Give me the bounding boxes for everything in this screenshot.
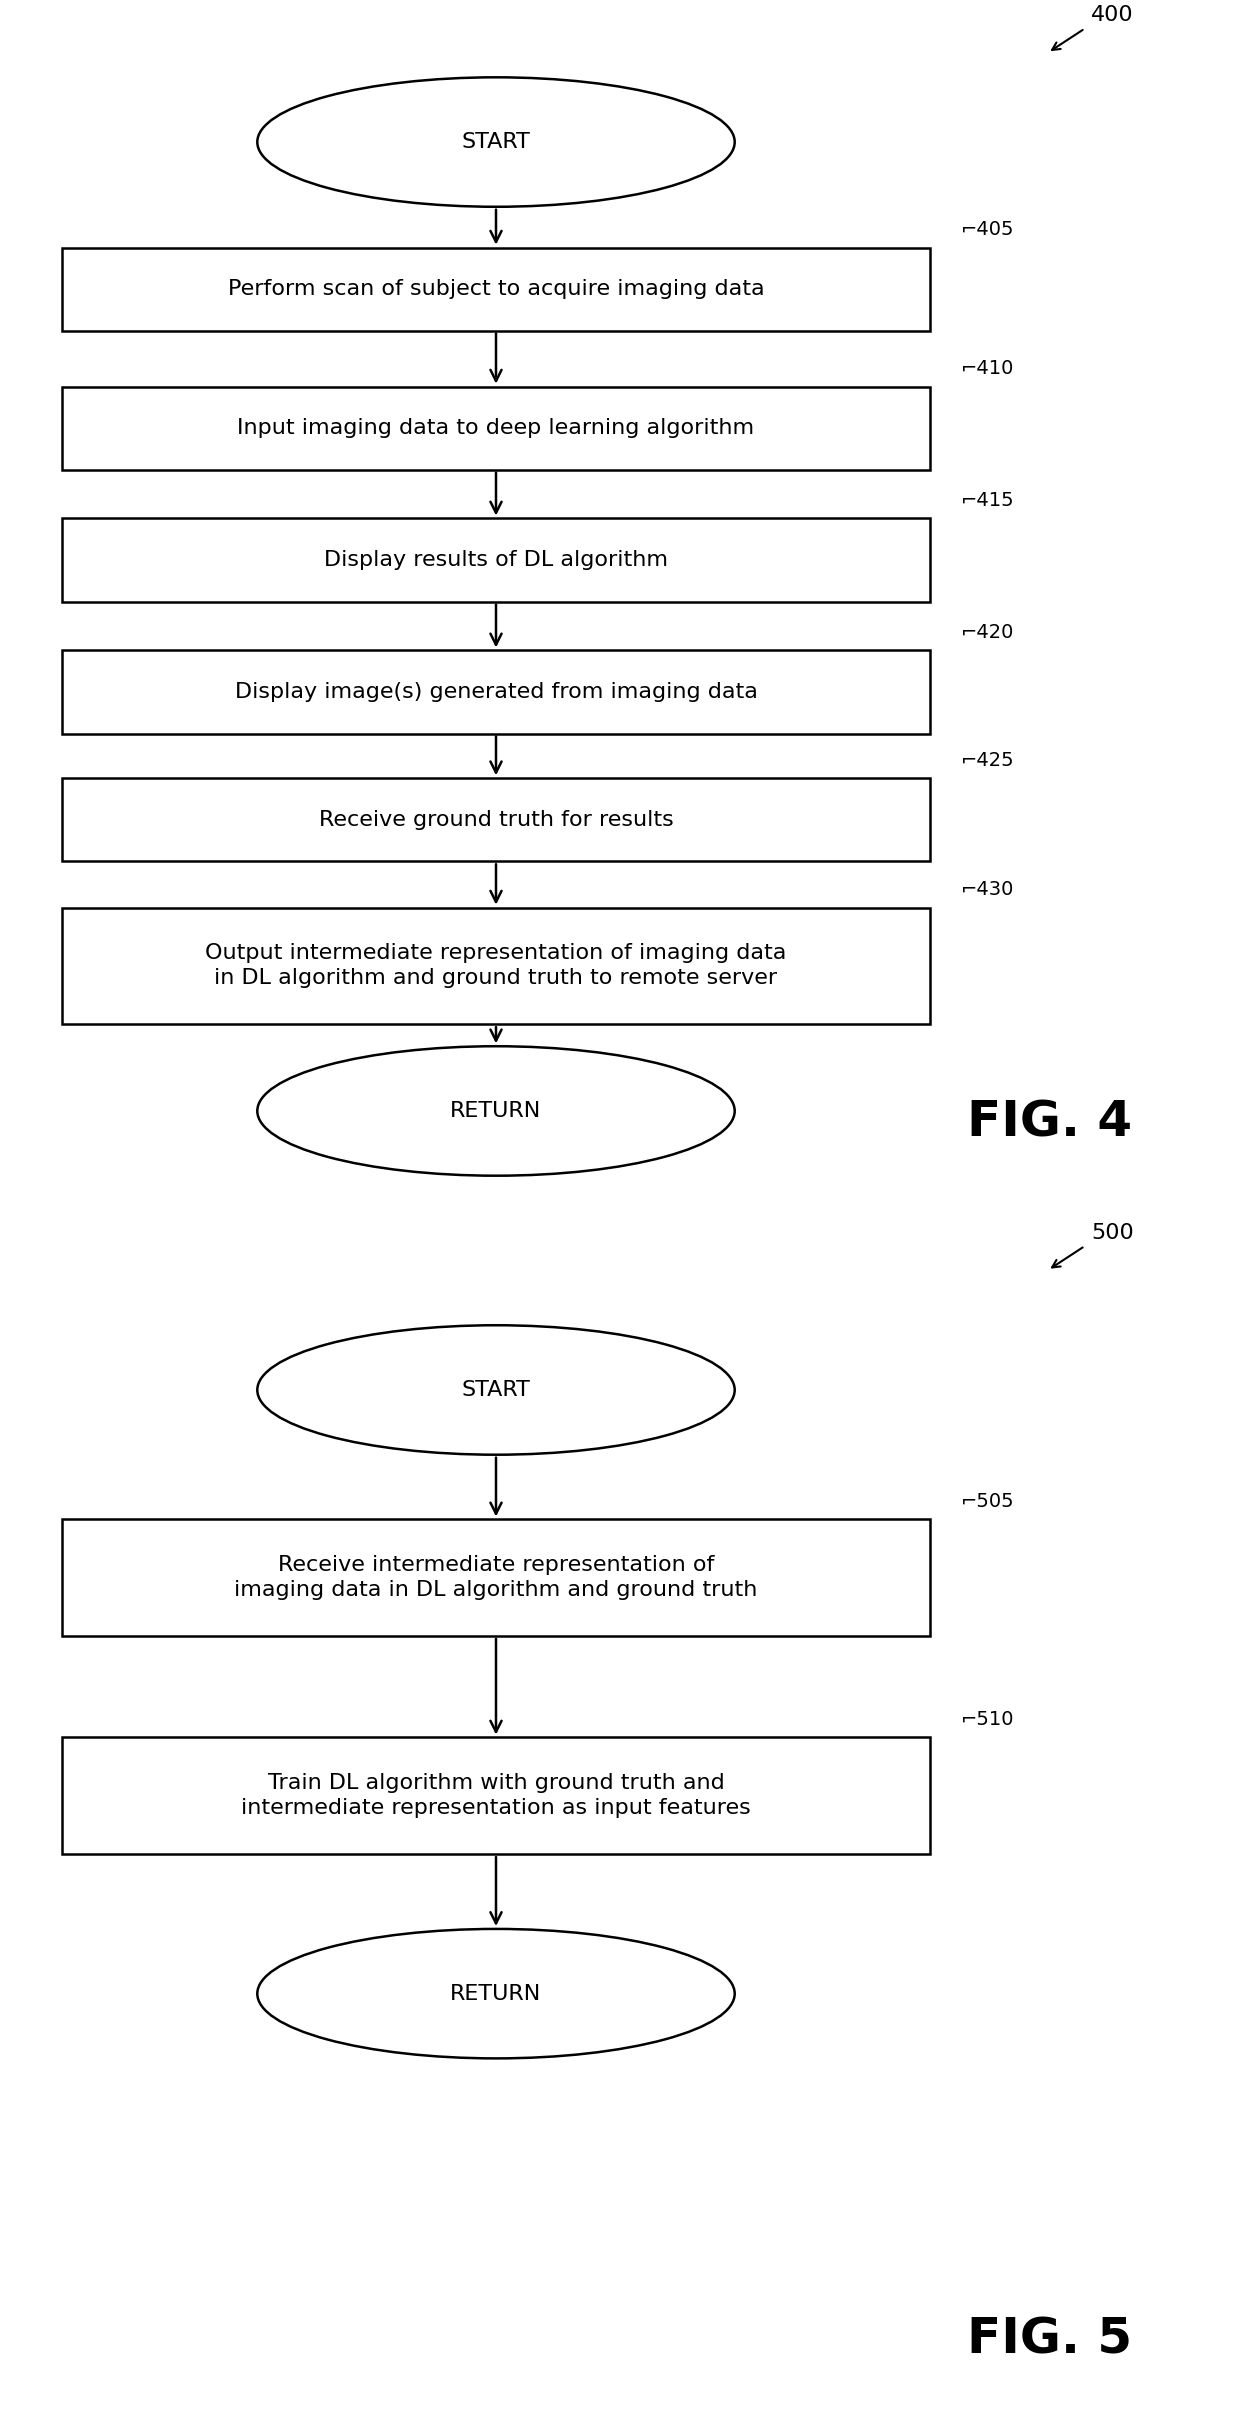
Text: ⌐420: ⌐420 xyxy=(961,623,1014,643)
Text: Display results of DL algorithm: Display results of DL algorithm xyxy=(324,550,668,570)
Text: Train DL algorithm with ground truth and
intermediate representation as input fe: Train DL algorithm with ground truth and… xyxy=(241,1773,751,1819)
Text: ⌐505: ⌐505 xyxy=(961,1493,1014,1512)
Text: FIG. 4: FIG. 4 xyxy=(967,1098,1132,1147)
Ellipse shape xyxy=(257,1047,734,1176)
Text: Receive ground truth for results: Receive ground truth for results xyxy=(319,811,673,830)
Text: ⌐405: ⌐405 xyxy=(961,222,1014,239)
Text: 400: 400 xyxy=(1091,5,1133,24)
Text: 500: 500 xyxy=(1091,1222,1133,1242)
Text: Display image(s) generated from imaging data: Display image(s) generated from imaging … xyxy=(234,682,758,701)
Text: ⌐410: ⌐410 xyxy=(961,360,1014,377)
Text: ⌐425: ⌐425 xyxy=(961,750,1014,769)
Text: ⌐415: ⌐415 xyxy=(961,492,1014,511)
FancyBboxPatch shape xyxy=(62,387,930,470)
Text: Perform scan of subject to acquire imaging data: Perform scan of subject to acquire imagi… xyxy=(228,280,764,300)
Text: START: START xyxy=(461,1381,531,1400)
Text: Output intermediate representation of imaging data
in DL algorithm and ground tr: Output intermediate representation of im… xyxy=(206,942,786,989)
FancyBboxPatch shape xyxy=(62,519,930,601)
Text: Input imaging data to deep learning algorithm: Input imaging data to deep learning algo… xyxy=(237,419,755,438)
Ellipse shape xyxy=(257,78,734,207)
Text: START: START xyxy=(461,131,531,151)
Ellipse shape xyxy=(257,1929,734,2058)
Text: ⌐430: ⌐430 xyxy=(961,881,1014,899)
FancyBboxPatch shape xyxy=(62,1739,930,1853)
Text: RETURN: RETURN xyxy=(450,1101,542,1120)
FancyBboxPatch shape xyxy=(62,908,930,1025)
FancyBboxPatch shape xyxy=(62,650,930,733)
FancyBboxPatch shape xyxy=(62,779,930,862)
FancyBboxPatch shape xyxy=(62,248,930,331)
Text: Receive intermediate representation of
imaging data in DL algorithm and ground t: Receive intermediate representation of i… xyxy=(234,1556,758,1600)
Text: ⌐510: ⌐510 xyxy=(961,1709,1014,1729)
FancyBboxPatch shape xyxy=(62,1519,930,1636)
Text: FIG. 5: FIG. 5 xyxy=(967,2316,1132,2364)
Text: RETURN: RETURN xyxy=(450,1985,542,2004)
Ellipse shape xyxy=(257,1325,734,1454)
